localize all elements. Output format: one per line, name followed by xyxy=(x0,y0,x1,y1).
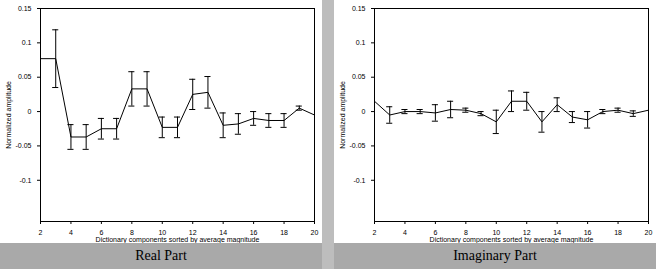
svg-text:18: 18 xyxy=(614,229,622,236)
svg-text:4: 4 xyxy=(69,229,73,236)
svg-text:16: 16 xyxy=(249,229,258,237)
svg-text:14: 14 xyxy=(553,229,562,237)
svg-text:0.1: 0.1 xyxy=(356,39,366,46)
svg-text:0: 0 xyxy=(362,108,366,115)
html-text:Real Part: Real Part xyxy=(135,248,187,263)
svg-text:2: 2 xyxy=(373,229,377,236)
svg-text:14: 14 xyxy=(219,229,228,237)
svg-text:-0.1: -0.1 xyxy=(19,177,31,184)
svg-text:18: 18 xyxy=(280,229,288,236)
svg-text:4: 4 xyxy=(403,229,407,236)
svg-text:6: 6 xyxy=(99,229,104,237)
svg-text:10: 10 xyxy=(492,229,501,237)
svg-text:Normalized amplitude: Normalized amplitude xyxy=(339,81,347,149)
svg-text:Dictionary components sorted b: Dictionary components sorted by average … xyxy=(96,236,260,244)
svg-text:0.05: 0.05 xyxy=(352,73,366,80)
svg-text:0.1: 0.1 xyxy=(22,39,32,46)
svg-text:2: 2 xyxy=(39,229,43,236)
svg-text:20: 20 xyxy=(645,229,653,236)
svg-text:Dictionary components sorted b: Dictionary components sorted by average … xyxy=(430,236,594,244)
svg-text:0.15: 0.15 xyxy=(352,5,366,12)
svg-text:16: 16 xyxy=(583,229,592,237)
svg-text:8: 8 xyxy=(463,229,468,237)
svg-text:6: 6 xyxy=(433,229,438,237)
svg-text:-0.05: -0.05 xyxy=(16,142,32,149)
svg-text:20: 20 xyxy=(311,229,319,236)
svg-text:Normalized amplitude: Normalized amplitude xyxy=(5,81,13,149)
svg-text:12: 12 xyxy=(522,229,531,237)
svg-text:0.15: 0.15 xyxy=(18,5,32,12)
svg-text:8: 8 xyxy=(129,229,134,237)
svg-text:-0.1: -0.1 xyxy=(353,177,365,184)
svg-text:0: 0 xyxy=(28,108,32,115)
svg-text:10: 10 xyxy=(158,229,167,237)
svg-text:-0.05: -0.05 xyxy=(350,142,366,149)
html-text:Imaginary Part: Imaginary Part xyxy=(453,248,537,263)
svg-text:0.05: 0.05 xyxy=(18,73,32,80)
svg-text:12: 12 xyxy=(188,229,197,237)
